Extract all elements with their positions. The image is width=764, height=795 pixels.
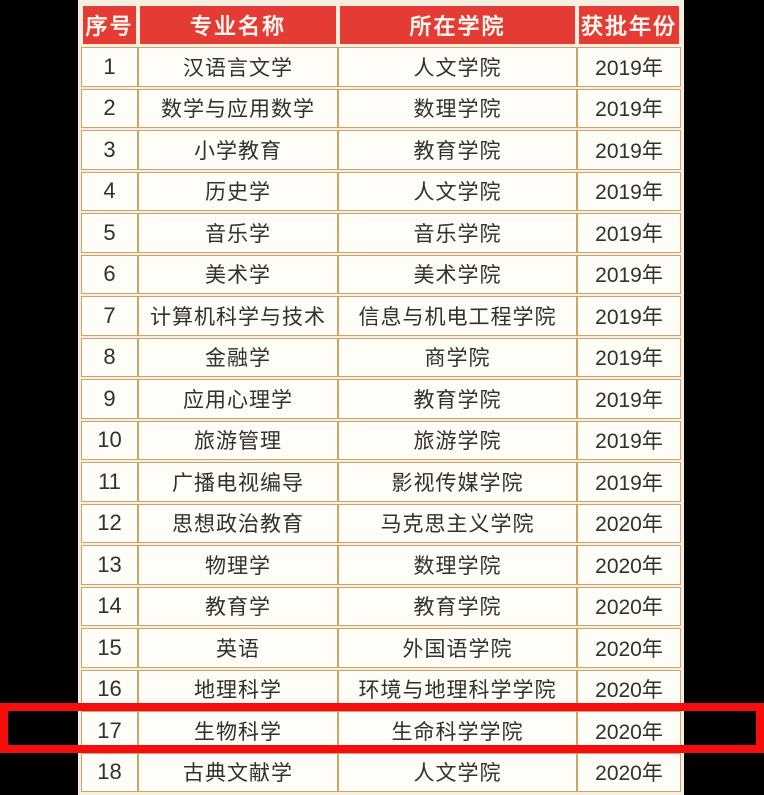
- cell-year: 2019年: [577, 88, 681, 128]
- cell-college: 人文学院: [338, 47, 577, 87]
- cell-college: 教育学院: [338, 379, 577, 419]
- cell-year: 2019年: [577, 171, 681, 211]
- cell-major: 应用心理学: [138, 379, 338, 419]
- header-cell-index: 序号: [81, 4, 138, 46]
- cell-year: 2020年: [577, 628, 681, 668]
- table-row: 13 物理学 数理学院 2020年: [81, 545, 681, 585]
- cell-year: 2019年: [577, 213, 681, 253]
- table-row: 7 计算机科学与技术 信息与机电工程学院 2019年: [81, 296, 681, 336]
- cell-major: 小学教育: [138, 130, 338, 170]
- table-row: 15 英语 外国语学院 2020年: [81, 628, 681, 668]
- cell-major: 思想政治教育: [138, 503, 338, 543]
- cell-year: 2020年: [577, 669, 681, 709]
- cell-year: 2019年: [577, 337, 681, 377]
- approved-majors-table: 序号 专业名称 所在学院 获批年份 1 汉语言文学 人文学院 2019年 2 数学与应用数…: [78, 0, 684, 795]
- cell-year: 2019年: [577, 296, 681, 336]
- cell-college: 音乐学院: [338, 213, 577, 253]
- cell-major: 美术学: [138, 254, 338, 294]
- table-row: 1 汉语言文学 人文学院 2019年: [81, 47, 681, 87]
- table-row-highlighted: 17 生物科学 生命科学学院 2020年: [81, 711, 681, 751]
- cell-major: 汉语言文学: [138, 47, 338, 87]
- cell-college: 人文学院: [338, 171, 577, 211]
- cell-college: 商学院: [338, 337, 577, 377]
- cell-college: 数理学院: [338, 545, 577, 585]
- cell-major: 金融学: [138, 337, 338, 377]
- cell-year: 2020年: [577, 586, 681, 626]
- cell-index: 7: [81, 296, 138, 336]
- cell-major: 旅游管理: [138, 420, 338, 460]
- cell-college: 影视传媒学院: [338, 462, 577, 502]
- table-row: 16 地理科学 环境与地理科学学院 2020年: [81, 669, 681, 709]
- cell-major: 物理学: [138, 545, 338, 585]
- cell-index: 12: [81, 503, 138, 543]
- cell-index: 15: [81, 628, 138, 668]
- cell-major: 教育学: [138, 586, 338, 626]
- table-row: 12 思想政治教育 马克思主义学院 2020年: [81, 503, 681, 543]
- cell-index: 3: [81, 130, 138, 170]
- table-row: 14 教育学 教育学院 2020年: [81, 586, 681, 626]
- cell-college: 数理学院: [338, 88, 577, 128]
- cell-college: 人文学院: [338, 752, 577, 792]
- cell-index: 10: [81, 420, 138, 460]
- cell-year: 2019年: [577, 254, 681, 294]
- cell-year: 2019年: [577, 130, 681, 170]
- table-row: 6 美术学 美术学院 2019年: [81, 254, 681, 294]
- table-row: 2 数学与应用数学 数理学院 2019年: [81, 88, 681, 128]
- cell-index: 13: [81, 545, 138, 585]
- cell-year: 2019年: [577, 47, 681, 87]
- cell-college: 信息与机电工程学院: [338, 296, 577, 336]
- cell-major: 地理科学: [138, 669, 338, 709]
- cell-college: 环境与地理科学学院: [338, 669, 577, 709]
- cell-year: 2019年: [577, 420, 681, 460]
- table-row: 5 音乐学 音乐学院 2019年: [81, 213, 681, 253]
- table-row: 10 旅游管理 旅游学院 2019年: [81, 420, 681, 460]
- table-row: 8 金融学 商学院 2019年: [81, 337, 681, 377]
- cell-major: 英语: [138, 628, 338, 668]
- header-cell-college: 所在学院: [338, 4, 577, 46]
- cell-college: 马克思主义学院: [338, 503, 577, 543]
- table-row: 4 历史学 人文学院 2019年: [81, 171, 681, 211]
- cell-college: 旅游学院: [338, 420, 577, 460]
- cell-year: 2020年: [577, 711, 681, 751]
- cell-major: 历史学: [138, 171, 338, 211]
- cell-year: 2020年: [577, 545, 681, 585]
- cell-college: 外国语学院: [338, 628, 577, 668]
- table-row: 3 小学教育 教育学院 2019年: [81, 130, 681, 170]
- cell-major: 计算机科学与技术: [138, 296, 338, 336]
- cell-major: 数学与应用数学: [138, 88, 338, 128]
- cell-college: 美术学院: [338, 254, 577, 294]
- cell-major: 广播电视编导: [138, 462, 338, 502]
- cell-major: 生物科学: [138, 711, 338, 751]
- header-cell-major: 专业名称: [138, 4, 338, 46]
- table-row: 18 古典文献学 人文学院 2020年: [81, 752, 681, 792]
- cell-index: 1: [81, 47, 138, 87]
- cell-index: 17: [81, 711, 138, 751]
- header-cell-year: 获批年份: [577, 4, 681, 46]
- table-row: 9 应用心理学 教育学院 2019年: [81, 379, 681, 419]
- cell-index: 5: [81, 213, 138, 253]
- cell-major: 音乐学: [138, 213, 338, 253]
- cell-index: 2: [81, 88, 138, 128]
- table-row: 11 广播电视编导 影视传媒学院 2019年: [81, 462, 681, 502]
- cell-index: 18: [81, 752, 138, 792]
- cell-index: 4: [81, 171, 138, 211]
- table-body: 1 汉语言文学 人文学院 2019年 2 数学与应用数学 数理学院 2019年 3 小学教育 教育学…: [81, 47, 681, 792]
- table-header-row: 序号 专业名称 所在学院 获批年份: [81, 4, 681, 46]
- cell-year: 2019年: [577, 462, 681, 502]
- cell-index: 9: [81, 379, 138, 419]
- cell-college: 生命科学学院: [338, 711, 577, 751]
- cell-year: 2020年: [577, 503, 681, 543]
- cell-year: 2020年: [577, 752, 681, 792]
- cell-college: 教育学院: [338, 130, 577, 170]
- cell-index: 8: [81, 337, 138, 377]
- cell-major: 古典文献学: [138, 752, 338, 792]
- cell-index: 6: [81, 254, 138, 294]
- cell-index: 11: [81, 462, 138, 502]
- cell-index: 14: [81, 586, 138, 626]
- cell-year: 2019年: [577, 379, 681, 419]
- cell-college: 教育学院: [338, 586, 577, 626]
- cell-index: 16: [81, 669, 138, 709]
